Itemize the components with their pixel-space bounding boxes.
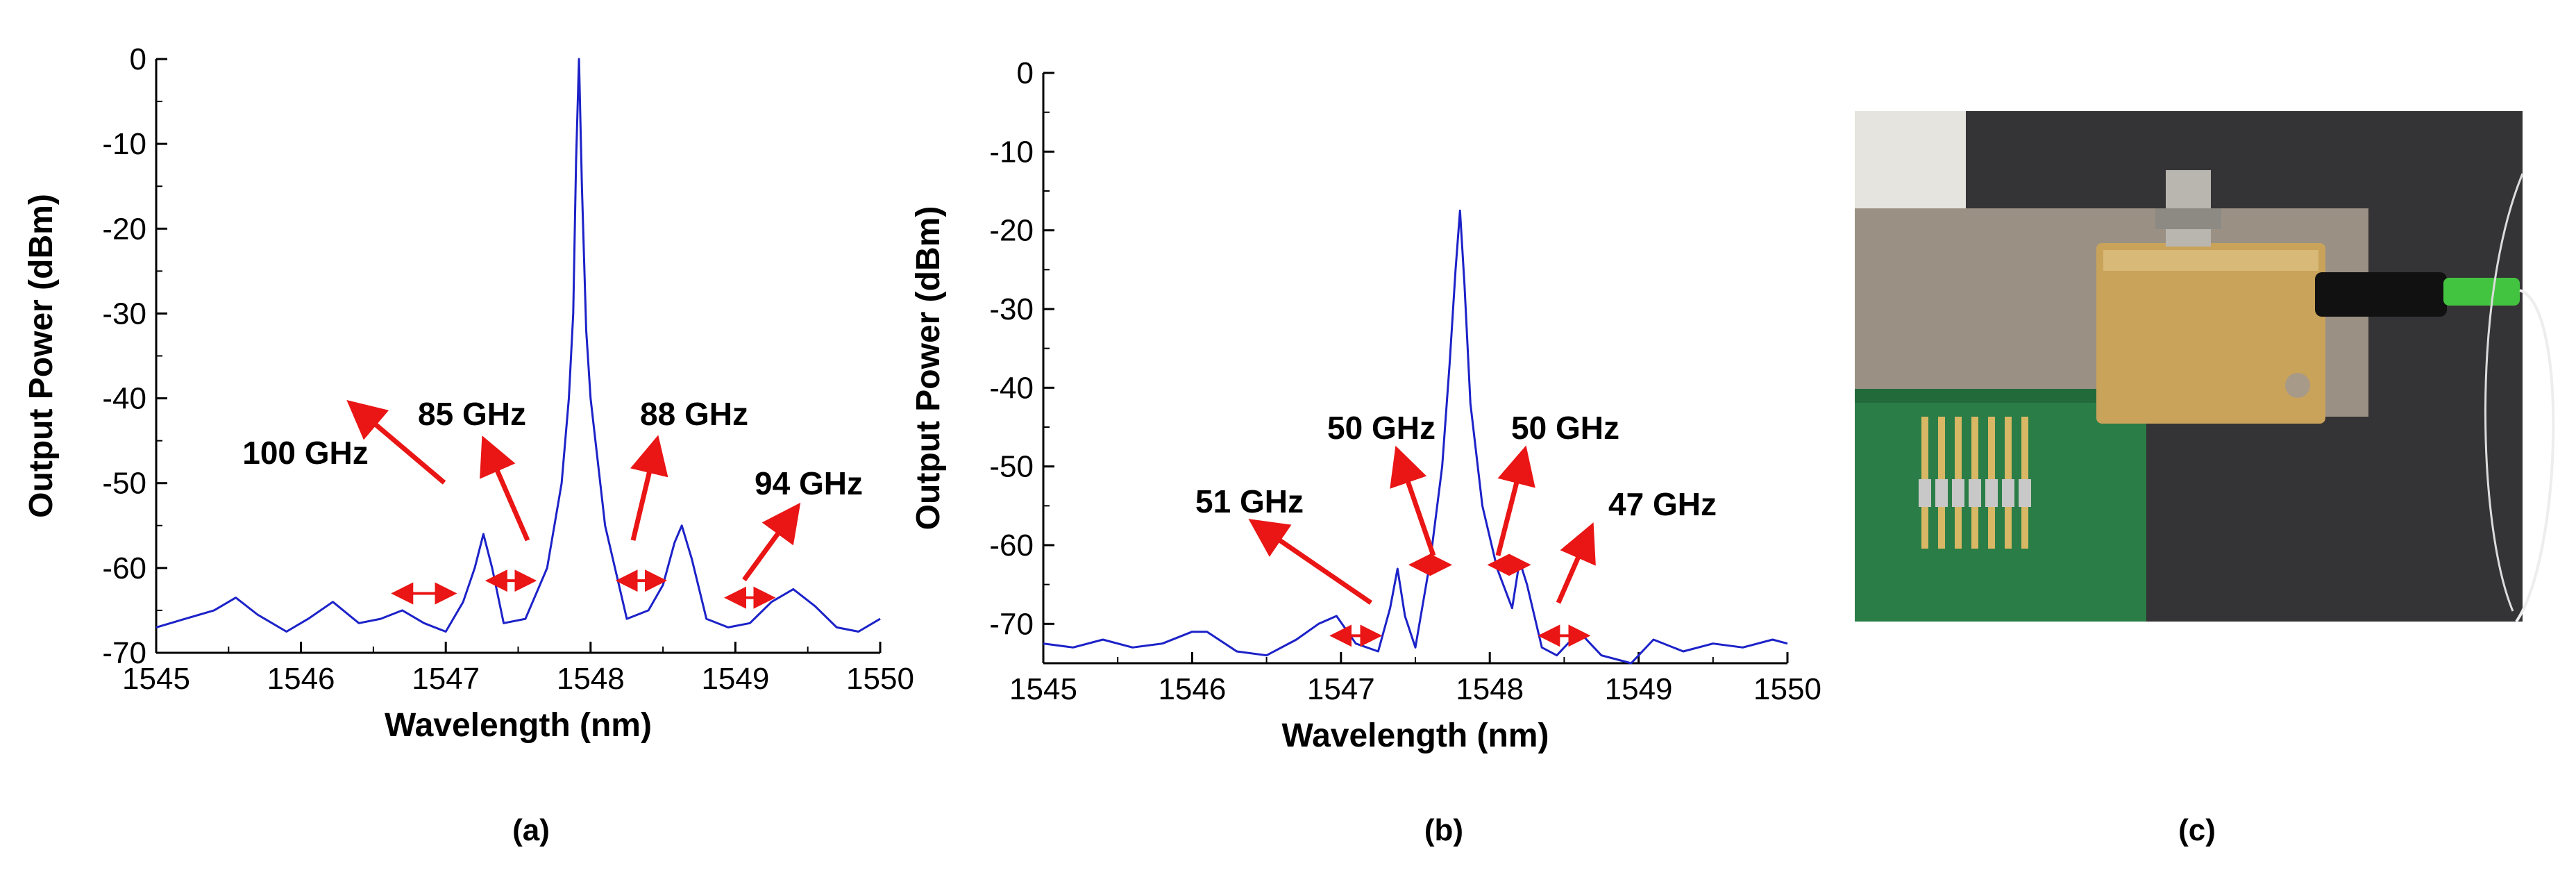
fiber-boot [2315,272,2447,317]
solder-joint [1985,479,1998,507]
spacing-label-b: 51 GHz [1195,483,1304,519]
x-axis-title-a: Wavelength (nm) [385,707,652,744]
spacing-label-a: 88 GHz [640,396,748,432]
spacing-label-a: 100 GHz [242,435,369,471]
fiber-cable [2515,289,2555,623]
x-tick-label-a: 1548 [557,662,625,696]
y-tick-label-b: -60 [989,528,1034,563]
pointer-arrow-b [1248,519,1372,605]
y-tick-label-b: 0 [1017,56,1034,90]
x-tick-label-b: 1548 [1456,672,1524,706]
y-axis-title-b: Output Power (dBm) [910,206,947,531]
solder-joint [1969,479,1981,507]
y-tick-label-a: 0 [130,42,146,76]
series-line-a [155,58,881,633]
spacing-label-a: 85 GHz [418,396,526,432]
pointer-arrow-a [480,435,530,542]
series-line-b [1043,209,1788,665]
green-pcb [1855,389,2146,622]
pointer-arrow-b [1556,522,1596,604]
solder-joint [2002,479,2014,507]
pointer-arrow-b [1495,445,1535,556]
x-tick-label-b: 1549 [1605,672,1673,706]
x-tick-label-a: 1546 [267,662,335,696]
solder-joint [1935,479,1948,507]
y-tick-label-a: -60 [102,551,146,585]
fiber-loop [2484,173,2524,612]
pointer-arrow-a [630,435,668,541]
y-tick-label-a: -20 [102,212,146,246]
spacing-label-a: 94 GHz [755,465,863,501]
y-tick-label-b: -70 [989,607,1034,641]
y-tick-label-b: -50 [989,450,1034,484]
y-tick-label-a: -50 [102,467,146,501]
pcb-edge [1855,389,2146,403]
x-tick-label-a: 1547 [412,662,480,696]
package-highlight [2103,250,2318,271]
y-tick-label-b: -40 [989,371,1034,405]
x-tick-label-a: 1549 [701,662,769,696]
device-photo [1855,111,2555,623]
solder-joint [1919,479,1931,507]
x-tick-label-b: 1546 [1158,672,1226,706]
spacing-label-b: 47 GHz [1608,486,1717,522]
spacing-label-b: 50 GHz [1511,410,1619,446]
solder-joint [2019,479,2031,507]
spacing-label-b: 50 GHz [1327,410,1436,446]
x-tick-label-b: 1545 [1009,672,1077,706]
y-tick-label-a: -10 [102,127,146,161]
caption-b: (b) [1424,813,1463,847]
sma-nut [2155,208,2221,229]
x-tick-label-a: 1545 [122,662,190,696]
y-tick-label-a: -40 [102,382,146,416]
y-tick-label-a: -70 [102,636,146,670]
x-axis-title-b: Wavelength (nm) [1282,717,1549,754]
chart-b: 1545 1546 1547 1548 1549 1550 0 -10 -20 -30 -40 -50… [910,56,1821,754]
x-tick-label-b: 1547 [1307,672,1375,706]
pointer-arrow-a [346,399,446,485]
pointer-arrow-a [742,502,801,582]
gold-package [2096,243,2325,424]
solder-joint [1952,479,1964,507]
x-tick-label-a: 1550 [846,662,914,696]
fiber-ferrule-green [2443,278,2520,306]
y-tick-label-b: -10 [989,135,1034,169]
pointer-arrow-b [1390,445,1436,557]
y-tick-label-a: -30 [102,297,146,331]
y-tick-label-b: -30 [989,292,1034,326]
chart-a: 1545 1546 1547 1548 1549 1550 0 -10 -20 -30 -40 -50… [23,42,914,744]
y-axis-title-a: Output Power (dBm) [23,194,60,518]
caption-a: (a) [512,813,550,847]
package-pins [1919,417,2031,549]
caption-c: (c) [2178,813,2216,847]
x-tick-label-b: 1550 [1753,672,1821,706]
y-tick-label-b: -20 [989,214,1034,248]
screw [2285,373,2310,398]
